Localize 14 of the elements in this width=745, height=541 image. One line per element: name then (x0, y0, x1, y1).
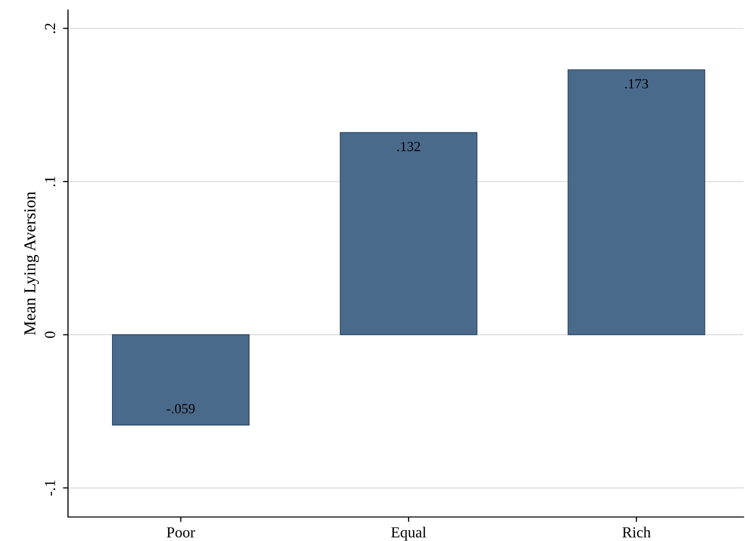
data-label: .173 (625, 79, 648, 88)
y-tick-label: .2 (44, 23, 56, 34)
bar (340, 132, 478, 336)
bar (112, 334, 250, 426)
x-tick-label: Poor (166, 527, 196, 538)
x-tick-label: Equal (391, 526, 426, 541)
y-tick-label: 0 (44, 331, 56, 338)
y-tick-label: .1 (44, 176, 56, 186)
bar (568, 69, 706, 336)
data-label: -.059 (166, 404, 195, 414)
data-label: .132 (397, 142, 420, 152)
y-axis-title: Mean Lying Aversion (24, 192, 39, 336)
x-tick-label: Rich (622, 526, 651, 538)
y-tick-label: -.1 (44, 480, 56, 496)
